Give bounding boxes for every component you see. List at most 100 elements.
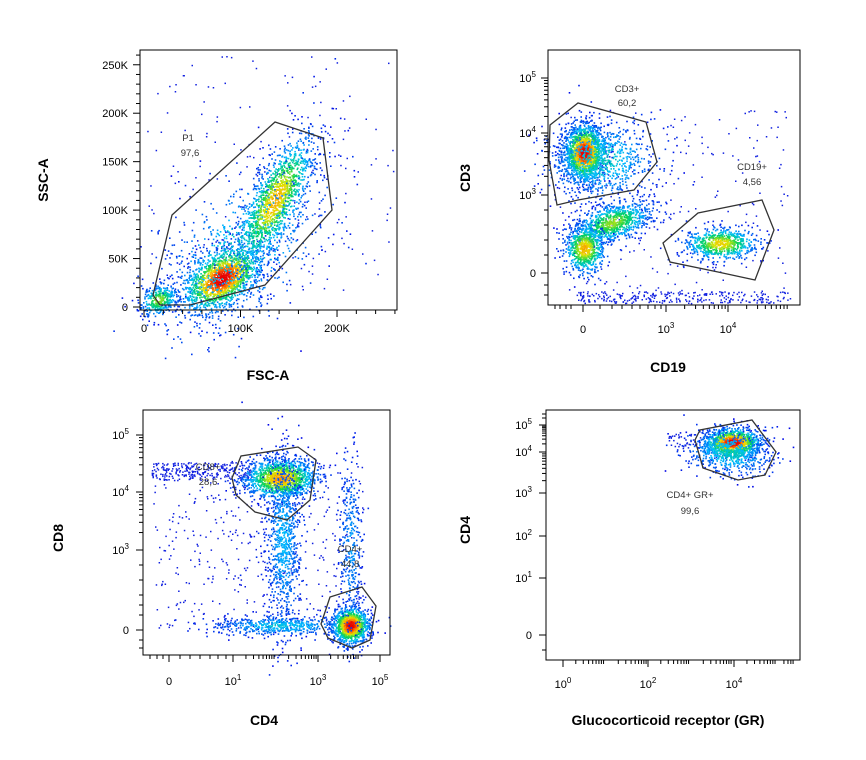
panel1-lymph-event bbox=[217, 257, 220, 260]
panel1-gran-event bbox=[276, 224, 279, 226]
panel1-spread-event bbox=[262, 147, 264, 149]
panel2-floor-event bbox=[580, 291, 582, 294]
panel1-spread-event bbox=[201, 213, 204, 216]
panel1-gran-event bbox=[275, 171, 277, 174]
panel2-floor-event bbox=[699, 294, 701, 296]
panel1-lymph-event bbox=[229, 281, 232, 283]
panel1-spread-event bbox=[248, 217, 250, 219]
panel1-lymph-event bbox=[184, 306, 186, 309]
panel2-sparse-event bbox=[636, 287, 639, 289]
panel1-lymph-event bbox=[250, 262, 252, 265]
panel1-lymph-event bbox=[202, 306, 205, 308]
panel1-spread-event bbox=[254, 206, 257, 208]
panel1-gran-event bbox=[266, 168, 268, 170]
panel1-spread-event bbox=[266, 245, 269, 248]
panel2-floor-event bbox=[634, 295, 637, 298]
panel1-gran-event bbox=[276, 212, 279, 215]
panel1-spread-event bbox=[255, 185, 257, 187]
panel2-sparse-event bbox=[712, 153, 714, 156]
panel1-sparse-event bbox=[151, 209, 153, 211]
panel1-lymph-event bbox=[187, 291, 189, 293]
panel1-spread-event bbox=[276, 232, 279, 234]
panel1-lymph-event bbox=[218, 271, 220, 274]
panel1-gran-event bbox=[278, 241, 281, 243]
panel1-gran-event bbox=[275, 181, 277, 183]
panel1-lymph-event bbox=[217, 276, 220, 278]
panel1-spread-event bbox=[292, 229, 294, 232]
panel1-spread-event bbox=[235, 255, 237, 258]
panel1-gran-event bbox=[266, 209, 269, 212]
panel1-gran-event bbox=[292, 184, 294, 187]
panel1-lymph-event bbox=[231, 289, 233, 292]
panel1-lymph-event bbox=[210, 280, 212, 283]
panel1-lymph-event bbox=[186, 271, 189, 274]
panel1-lymph-event bbox=[256, 280, 258, 283]
panel1-spread-event bbox=[268, 169, 270, 172]
panel2-floor-event bbox=[762, 301, 764, 303]
panel1-lymph-event bbox=[187, 279, 189, 282]
panel1-debris-event bbox=[154, 304, 156, 307]
panel1-lymph-event bbox=[192, 281, 194, 284]
panel1-lymph-event bbox=[189, 295, 192, 297]
panel1-spread-event bbox=[233, 279, 235, 281]
panel1-gran-event bbox=[308, 135, 310, 137]
panel1-lymph-event bbox=[238, 267, 240, 270]
panel1-gran-event bbox=[301, 122, 303, 125]
panel1-gran-event bbox=[274, 173, 276, 175]
panel1-spread-event bbox=[238, 226, 241, 228]
panel1-spread-event bbox=[210, 234, 213, 236]
panel1-gran-event bbox=[263, 199, 265, 202]
panel1-sparse-event bbox=[308, 126, 310, 129]
panel1-spread-event bbox=[349, 233, 352, 235]
panel1-gran-event bbox=[276, 241, 278, 244]
panel1-debris-event bbox=[174, 291, 176, 293]
panel1-gran-event bbox=[254, 230, 256, 233]
panel1-sparse-event bbox=[314, 85, 317, 88]
panel1-lymph-event bbox=[234, 288, 236, 291]
panel1-spread-event bbox=[140, 246, 142, 248]
panel2-floor-event bbox=[615, 302, 617, 304]
panel1-gran-event bbox=[301, 175, 304, 178]
panel1-debris-event bbox=[174, 300, 177, 303]
panel1-gran-event bbox=[289, 189, 292, 191]
panel1-gran-event bbox=[258, 228, 260, 230]
panel1-lymph-event bbox=[211, 276, 213, 279]
panel1-debris-event bbox=[151, 293, 153, 295]
panel1-lymph-event bbox=[241, 244, 244, 247]
panel2-floor-event bbox=[588, 299, 590, 302]
panel1-spread-event bbox=[209, 254, 211, 256]
panel1-gran-event bbox=[268, 154, 271, 156]
panel1-gran-event bbox=[262, 198, 265, 201]
panel2-floor-event bbox=[733, 291, 735, 294]
panel1-lymph-event bbox=[203, 287, 206, 290]
panel1-gran-event bbox=[267, 164, 270, 167]
panel1-gran-event bbox=[260, 197, 263, 199]
panel1-spread-event bbox=[246, 263, 248, 265]
panel1-gran-event bbox=[291, 175, 293, 177]
panel1-spread-event bbox=[244, 284, 246, 286]
panel1-sparse-event bbox=[187, 266, 190, 268]
panel1-lymph-event bbox=[229, 268, 231, 271]
panel2-floor-event bbox=[744, 293, 746, 296]
panel1-lymph-event bbox=[250, 252, 253, 255]
panel1-spread-event bbox=[236, 249, 239, 252]
panel1-debris-event bbox=[142, 307, 145, 309]
panel1-spread-event bbox=[313, 75, 315, 78]
panel1-spread-event bbox=[243, 257, 246, 259]
panel1-lymph-event bbox=[248, 265, 251, 268]
panel1-gran-event bbox=[263, 228, 266, 230]
panel1-debris-event bbox=[158, 293, 161, 296]
panel1-lymph-event bbox=[202, 285, 204, 287]
panel1-gran-event bbox=[290, 158, 292, 161]
panel1-lymph-event bbox=[254, 262, 257, 265]
panel2-sparse-event bbox=[783, 193, 785, 195]
panel1-debris-event bbox=[168, 290, 171, 292]
panel1-gran-event bbox=[279, 222, 282, 225]
panel1-gran-event bbox=[307, 149, 309, 152]
panel1-debris-event bbox=[144, 296, 146, 298]
panel1-debris-event bbox=[155, 305, 158, 307]
panel1-gran-event bbox=[280, 232, 283, 234]
panel1-spread-event bbox=[173, 338, 175, 340]
panel1-debris-event bbox=[155, 291, 157, 294]
panel2-floor-event bbox=[712, 302, 714, 304]
